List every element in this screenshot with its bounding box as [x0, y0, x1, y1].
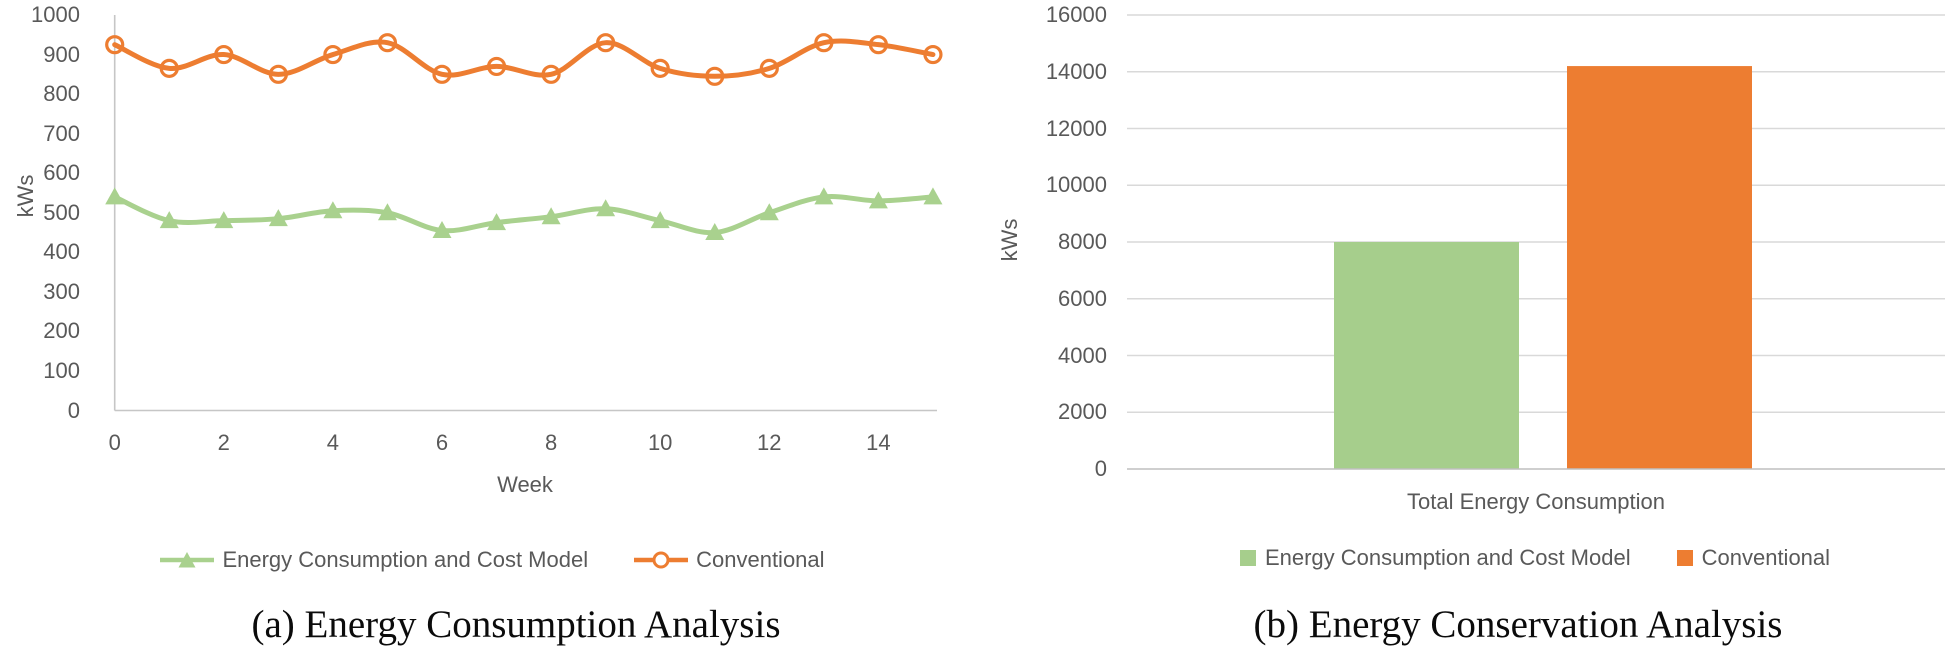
left-y-tick-label: 900 [43, 41, 80, 67]
left-y-tick-label: 1000 [31, 2, 80, 27]
left-x-tick-label: 14 [866, 430, 891, 455]
left-y-tick-label: 500 [43, 199, 80, 225]
left-y-axis-title: kWs [13, 174, 38, 218]
circle-marker-icon [868, 35, 889, 55]
right-y-tick-label: 8000 [1058, 229, 1107, 254]
left-y-tick-label: 800 [43, 81, 80, 107]
left-x-tick-label: 0 [108, 430, 121, 455]
right-y-tick-label: 6000 [1058, 285, 1107, 311]
series-conventional [105, 33, 943, 86]
triangle-marker-icon [377, 203, 397, 221]
left-y-tick-label: 700 [43, 120, 80, 146]
circle-marker-icon [377, 33, 398, 53]
triangle-line-marker-icon [160, 552, 215, 568]
circle-marker-icon [596, 33, 616, 53]
triangle-marker-icon [705, 223, 725, 241]
left-x-tick-label: 6 [435, 430, 449, 455]
caption-a: (a) Energy Consumption Analysis [251, 603, 781, 646]
bar-category-label: Total Energy Consumption [1406, 489, 1666, 514]
right-y-tick-label: 12000 [1045, 115, 1107, 141]
legend-label-conventional: Conventional [696, 547, 825, 572]
left-y-tick-label: 200 [43, 318, 80, 344]
legend-item-cost-model: Energy Consumption and Cost Model [160, 547, 588, 573]
triangle-marker-icon [432, 221, 452, 239]
legend-label-cost-model-bar: Energy Consumption and Cost Model [1264, 545, 1631, 570]
circle-marker-icon [814, 33, 834, 53]
circle-marker-icon [541, 64, 561, 84]
legend-label-conventional-bar: Conventional [1701, 545, 1831, 570]
triangle-marker-icon [541, 207, 561, 225]
triangle-marker-icon [159, 211, 179, 229]
line-chart-axes [113, 15, 937, 412]
orange-swatch-icon [1676, 550, 1693, 566]
circle-marker-icon [323, 44, 343, 65]
bar-chart-bars [1334, 66, 1752, 469]
series-cost-model [105, 187, 943, 241]
left-x-tick-label: 12 [757, 430, 782, 455]
right-y-tick-label: 16000 [1045, 2, 1107, 27]
bar-chart-legend: Energy Consumption and Cost Model Conven… [1085, 545, 1950, 571]
triangle-marker-icon [487, 213, 507, 231]
circle-marker-icon [486, 56, 507, 77]
bar-cost-model [1334, 242, 1519, 469]
legend-item-cost-model-bar: Energy Consumption and Cost Model [1239, 545, 1631, 571]
left-y-tick-label: 600 [43, 160, 80, 186]
right-y-axis-title: kWs [997, 218, 1022, 262]
right-y-tick-label: 14000 [1045, 58, 1107, 84]
right-y-tick-label: 2000 [1058, 399, 1107, 425]
right-y-tick-label: 10000 [1045, 172, 1107, 198]
bar-chart-gridlines [1127, 14, 1945, 413]
circle-marker-icon [214, 44, 234, 65]
triangle-marker-icon [323, 201, 343, 219]
legend-item-conventional-bar: Conventional [1676, 545, 1831, 571]
triangle-marker-icon [596, 199, 616, 217]
circle-marker-icon [268, 64, 288, 84]
right-y-tick-label: 4000 [1058, 342, 1107, 368]
left-x-tick-label: 8 [544, 430, 558, 455]
circle-line-marker-icon [634, 551, 689, 569]
circle-marker-icon [159, 58, 179, 78]
triangle-marker-icon [923, 187, 943, 205]
left-x-tick-label: 10 [647, 430, 673, 455]
triangle-marker-icon [759, 203, 779, 221]
circle-marker-icon [105, 35, 125, 55]
bar-conventional [1567, 66, 1752, 469]
legend-label-cost-model: Energy Consumption and Cost Model [222, 547, 589, 572]
legend-item-conventional: Conventional [634, 547, 825, 573]
left-x-tick-label: 4 [326, 430, 340, 455]
left-y-tick-label: 400 [43, 239, 80, 265]
left-x-axis-title: Week [497, 472, 553, 497]
circle-marker-icon [705, 66, 725, 86]
triangle-marker-icon [214, 211, 234, 229]
caption-b: (b) Energy Conservation Analysis [1253, 603, 1783, 646]
triangle-marker-icon [814, 187, 834, 205]
triangle-marker-icon [868, 191, 888, 209]
right-y-tick-label: 0 [1094, 456, 1107, 481]
left-y-tick-label: 100 [43, 357, 80, 383]
triangle-marker-icon [650, 211, 670, 229]
circle-marker-icon [759, 58, 779, 78]
triangle-marker-icon [268, 209, 288, 227]
left-y-tick-label: 300 [43, 278, 80, 304]
left-x-tick-label: 2 [217, 430, 230, 455]
green-swatch-icon [1239, 550, 1256, 566]
triangle-marker-icon [105, 187, 125, 205]
line-chart-legend: Energy Consumption and Cost Model Conven… [0, 547, 985, 573]
circle-marker-icon [650, 58, 670, 78]
circle-marker-icon [432, 64, 452, 84]
circle-marker-icon [923, 44, 943, 65]
left-y-tick-label: 0 [67, 397, 80, 423]
line-chart-series [105, 33, 943, 241]
